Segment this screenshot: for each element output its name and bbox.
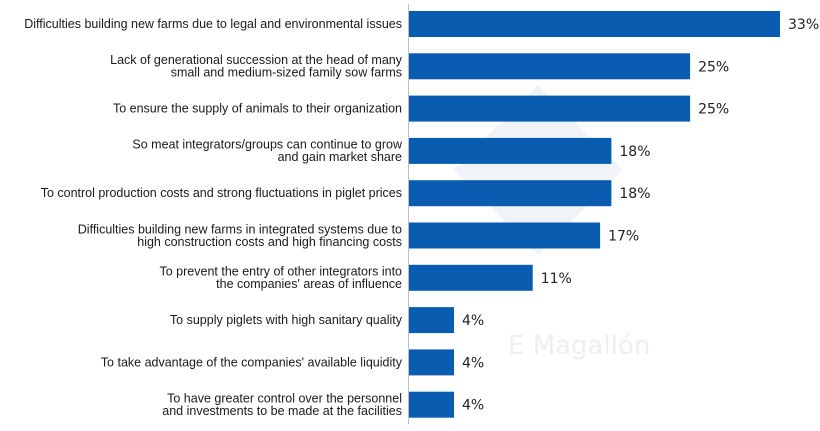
value-label-8: 4% bbox=[462, 313, 484, 329]
bar-6 bbox=[409, 222, 601, 249]
value-label-10: 4% bbox=[462, 398, 484, 414]
bar-4 bbox=[409, 137, 612, 164]
category-label-10: To have greater control over the personn… bbox=[162, 391, 402, 418]
category-label-1: Difficulties building new farms due to l… bbox=[24, 17, 402, 31]
bar-2 bbox=[409, 53, 691, 80]
value-labels: 33% 25% 25% 18% 18% 17% 11% 4% 4% 4% bbox=[462, 17, 819, 414]
bars bbox=[409, 11, 780, 418]
bar-5 bbox=[409, 180, 612, 207]
watermark-text: E Magallón bbox=[508, 331, 650, 361]
category-label-4: So meat integrators/groups can continue … bbox=[132, 138, 403, 165]
bar-3 bbox=[409, 95, 691, 122]
category-label-3: To ensure the supply of animals to their… bbox=[113, 102, 402, 116]
category-label-8: To supply piglets with high sanitary qua… bbox=[170, 313, 403, 327]
value-label-4: 18% bbox=[619, 144, 650, 160]
category-labels: Difficulties building new farms due to l… bbox=[24, 17, 403, 418]
bar-7 bbox=[409, 264, 533, 291]
value-label-3: 25% bbox=[698, 102, 729, 118]
category-label-5: To control production costs and strong f… bbox=[41, 186, 402, 200]
value-label-1: 33% bbox=[788, 17, 819, 33]
value-label-2: 25% bbox=[698, 59, 729, 75]
bar-9 bbox=[409, 349, 454, 376]
bar-1 bbox=[409, 11, 780, 37]
bar-8 bbox=[409, 307, 454, 334]
category-label-2: Lack of generational succession at the h… bbox=[110, 53, 403, 80]
value-label-5: 18% bbox=[619, 186, 650, 202]
value-label-9: 4% bbox=[462, 355, 484, 371]
bar-10 bbox=[409, 391, 454, 418]
value-label-7: 11% bbox=[541, 271, 572, 287]
category-label-7: To prevent the entry of other integrator… bbox=[160, 265, 403, 292]
category-label-6: Difficulties building new farms in integ… bbox=[78, 222, 402, 249]
value-label-6: 17% bbox=[608, 229, 639, 245]
category-label-9: To take advantage of the companies' avai… bbox=[101, 355, 403, 369]
